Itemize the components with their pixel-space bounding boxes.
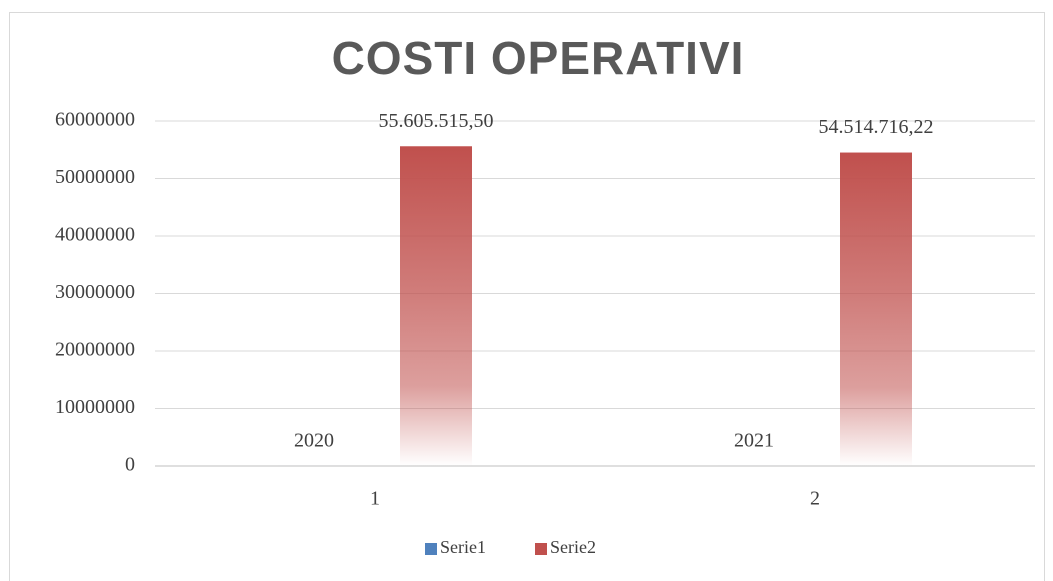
bar — [400, 146, 472, 466]
y-tick-label: 40000000 — [55, 224, 135, 246]
legend-label: Serie1 — [440, 537, 486, 557]
y-tick-label: 60000000 — [55, 109, 135, 131]
y-tick-label: 30000000 — [55, 281, 135, 303]
legend-swatch — [425, 543, 437, 555]
x-tick-label: 2 — [810, 488, 820, 510]
legend-label: Serie2 — [550, 537, 596, 557]
y-tick-label: 20000000 — [55, 339, 135, 361]
legend-swatch — [535, 543, 547, 555]
chart-title: COSTI OPERATIVI — [332, 32, 745, 84]
data-label: 54.514.716,22 — [819, 116, 934, 138]
y-tick-label: 50000000 — [55, 166, 135, 188]
y-tick-label: 10000000 — [55, 396, 135, 418]
data-label: 55.605.515,50 — [379, 110, 494, 132]
bar — [840, 152, 912, 466]
y-tick-label: 0 — [125, 454, 135, 476]
data-label: 2021 — [734, 430, 774, 452]
x-tick-label: 1 — [370, 488, 380, 510]
data-label: 2020 — [294, 430, 334, 452]
